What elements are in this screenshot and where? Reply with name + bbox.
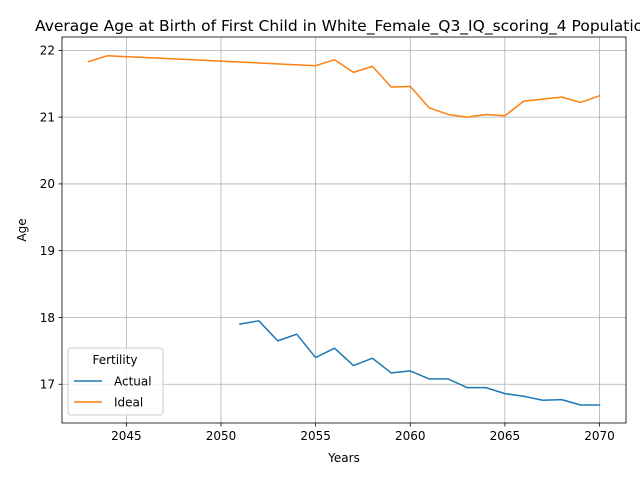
legend-box: [67, 347, 164, 416]
x-tick-label: 2065: [490, 429, 521, 443]
y-tick-label: 20: [40, 177, 55, 191]
x-axis-ticks: 2045 2050 2055 2060 2065 2070: [111, 423, 615, 443]
x-tick-label: 2045: [111, 429, 142, 443]
x-tick-label: 2070: [584, 429, 615, 443]
x-tick-label: 2055: [300, 429, 331, 443]
legend-label-actual: Actual: [114, 374, 152, 388]
y-axis-label: Age: [15, 218, 29, 241]
legend-entries: Actual Ideal: [74, 374, 152, 409]
y-tick-label: 22: [40, 44, 55, 58]
chart-title: Average Age at Birth of First Child in W…: [35, 17, 640, 36]
legend: Fertility Actual Ideal: [67, 347, 164, 416]
y-tick-label: 21: [40, 110, 55, 124]
plot-frame: [61, 36, 627, 424]
series-lines: [87, 54, 601, 406]
y-tick-label: 18: [40, 311, 55, 325]
x-tick-label: 2060: [395, 429, 426, 443]
x-axis-label: Years: [327, 451, 360, 465]
y-tick-label: 17: [40, 378, 55, 392]
legend-title: Fertility: [92, 353, 137, 367]
y-tick-label: 19: [40, 244, 55, 258]
x-tick-label: 2050: [206, 429, 237, 443]
gridlines: [62, 37, 626, 423]
legend-label-ideal: Ideal: [114, 395, 143, 409]
series-line-ideal: [87, 54, 601, 118]
y-axis-ticks: 17 18 19 20 21 22: [40, 44, 62, 392]
series-line-actual: [239, 320, 601, 406]
